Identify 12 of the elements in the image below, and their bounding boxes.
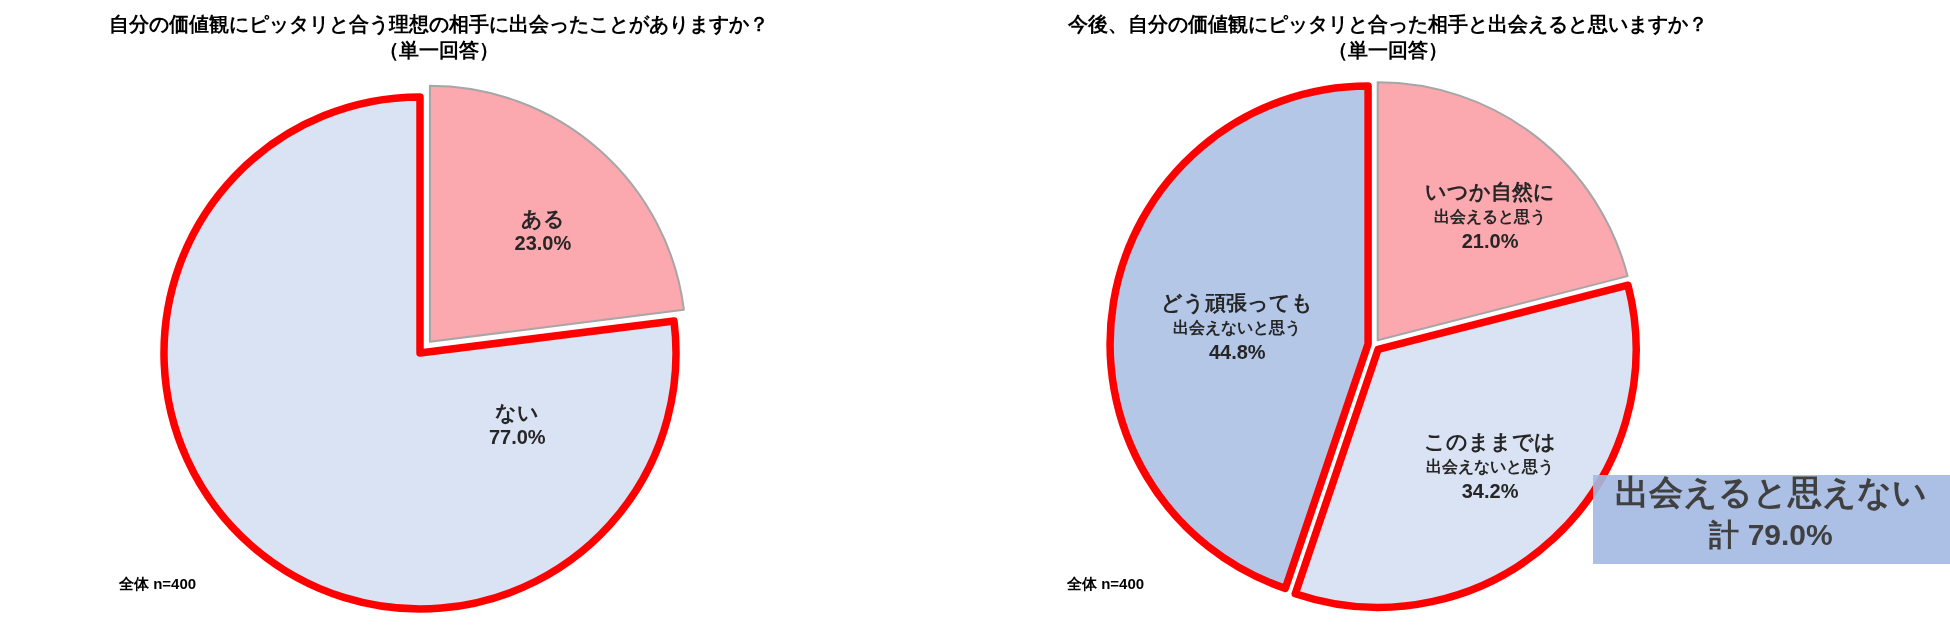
chart-title: 今後、自分の価値観にピッタリと合った相手と出会えると思いますか？ [1067, 13, 1708, 36]
label: ある 23.0% [514, 206, 572, 254]
label: どう頑張っても出会えないと思う 44.8% [1161, 290, 1314, 363]
chart-subtitle: （単一回答） [1328, 39, 1448, 61]
annotation: 出会えると思えない計 79.0% [1615, 473, 1927, 551]
label: このままでは出会えないと思う 34.2% [1424, 429, 1557, 503]
annotation: 全体 n=400 [1067, 574, 1145, 592]
chart-subtitle: （単一回答） [379, 39, 499, 61]
chart-title: 自分の価値観にピッタリと合う理想の相手に出会ったことがありますか？ [109, 13, 769, 36]
label: いつか自然に出会えると思う 21.0% [1425, 179, 1556, 252]
label: ない 77.0% [488, 400, 546, 449]
annotation: 全体 n=400 [119, 574, 197, 592]
